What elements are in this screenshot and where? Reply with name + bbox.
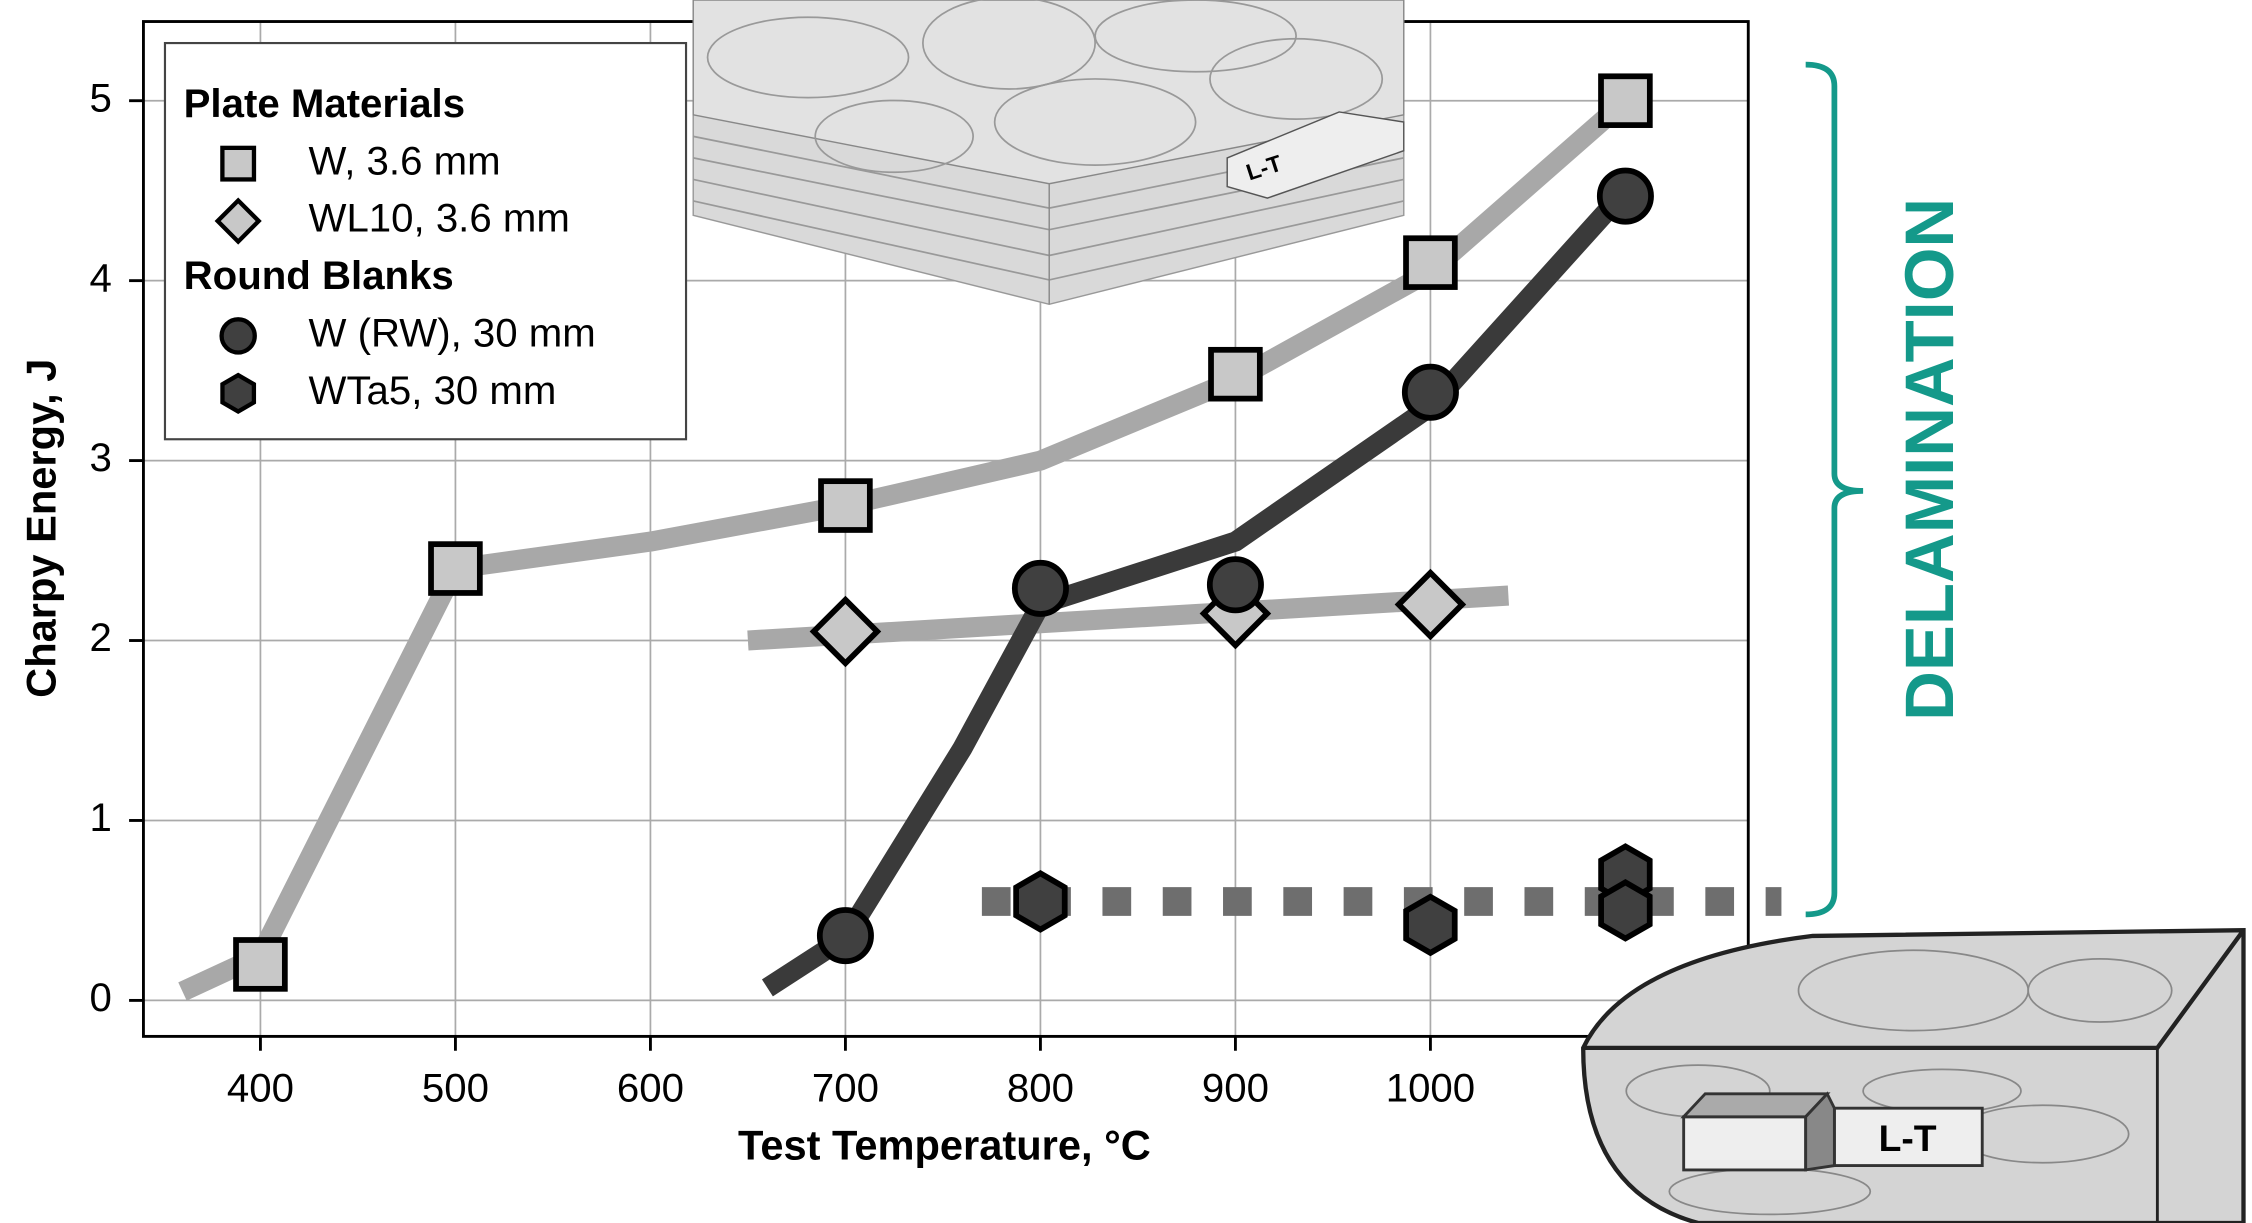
y-tick-label: 3 [89, 435, 111, 480]
marker-circle [1405, 367, 1456, 418]
y-tick-label: 4 [89, 255, 111, 300]
marker-square [1406, 238, 1455, 287]
marker-circle [1015, 563, 1066, 614]
blank-inset: L-T [1583, 930, 2243, 1223]
marker-square [821, 481, 870, 530]
brace [1806, 65, 1863, 915]
x-tick-label: 600 [617, 1066, 684, 1111]
y-tick-label: 2 [89, 615, 111, 660]
legend: Plate Materials W, 3.6 mm WL10, 3.6 mm Roun… [165, 43, 686, 439]
y-axis-label: Charpy Energy, J [17, 359, 64, 698]
page: {"chart_data":{"type":"scatter", "x_labe… [0, 0, 2252, 1223]
marker-square [1211, 350, 1260, 399]
marker-circle [820, 910, 871, 961]
marker-hexagon [222, 375, 253, 411]
legend-entry: W, 3.6 mm [309, 138, 501, 183]
x-tick-label: 1000 [1386, 1066, 1475, 1111]
marker-hexagon [1016, 873, 1065, 929]
marker-circle [222, 319, 255, 352]
x-tick-label: 500 [422, 1066, 489, 1111]
legend-entry: W (RW), 30 mm [309, 311, 596, 356]
legend-group-title: Plate Materials [184, 81, 465, 126]
marker-hexagon [1601, 882, 1650, 938]
marker-square [236, 940, 285, 989]
inset-label: L-T [1879, 1117, 1937, 1159]
marker-circle [1600, 170, 1651, 221]
x-tick-label: 800 [1007, 1066, 1074, 1111]
x-tick-label: 400 [227, 1066, 294, 1111]
marker-square [1601, 76, 1650, 125]
legend-entry: WTa5, 30 mm [309, 368, 557, 413]
chart: 400 500 600 700 800 900 1000 0 1 2 3 4 5 Test Temper… [0, 0, 2252, 1223]
marker-circle [1210, 559, 1261, 610]
annotation: DELAMINATION [1891, 198, 1968, 721]
y-tick-label: 5 [89, 75, 111, 120]
y-tick-label: 1 [89, 795, 111, 840]
x-axis-label: Test Temperature, °C [738, 1121, 1151, 1168]
marker-square [431, 544, 480, 593]
y-tick-label: 0 [89, 975, 111, 1020]
legend-group-title: Round Blanks [184, 253, 454, 298]
x-tick-label: 900 [1202, 1066, 1269, 1111]
legend-entry: WL10, 3.6 mm [309, 196, 570, 241]
marker-square [222, 148, 254, 180]
marker-hexagon [1406, 897, 1455, 953]
x-tick-label: 700 [812, 1066, 879, 1111]
